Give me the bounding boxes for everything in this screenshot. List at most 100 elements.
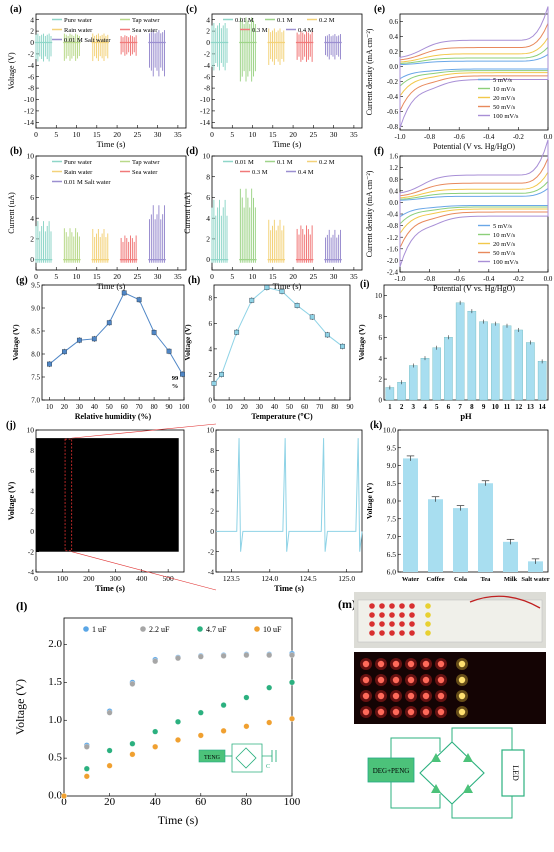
i-bar (514, 329, 523, 401)
m-breadboard (357, 599, 543, 643)
b-y-tick-label: 10 (27, 152, 35, 161)
m-led-unlit (425, 621, 431, 627)
l-legend-label: 1 uF (92, 625, 107, 634)
b-legend-label: Pure water (64, 159, 93, 166)
g-data-marker (91, 336, 97, 342)
i-y-tick-label: 0 (379, 397, 383, 405)
g-x-tick-label: 50 (106, 403, 114, 411)
l-panel-tag: (l) (16, 599, 27, 613)
l-x-tick-label: 0 (61, 796, 67, 808)
e-y-tick-label: -0.2 (387, 78, 399, 86)
j-inset-y-tick-label: 2 (210, 507, 214, 516)
a-y-tick-label: -8 (28, 84, 34, 93)
g-x-tick-label: 100 (179, 403, 190, 411)
l-legend-label: 4.7 uF (206, 625, 227, 634)
d-series-1 (239, 188, 257, 263)
h-x-tick-label: 40 (271, 403, 279, 411)
m-wire (390, 737, 441, 758)
g-x-axis-label: Relative humidity (%) (75, 412, 152, 421)
d-x-tick-label: 35 (350, 272, 358, 281)
i-y-tick-label: 8 (379, 313, 383, 321)
m-led-unlit (389, 612, 395, 618)
e-x-tick-label: 0.0 (544, 133, 553, 141)
l-point-3 (289, 715, 295, 722)
b-series-2 (91, 228, 109, 263)
c-y-tick-label: -6 (204, 72, 210, 81)
h-y-tick-label: 4 (209, 345, 213, 353)
b-x-tick-label: 25 (134, 272, 142, 281)
d-legend-label: 0.4 M (298, 169, 314, 176)
f-y-tick-label: -0.4 (387, 211, 399, 219)
g-data-marker (151, 329, 157, 335)
h-x-axis-label: Temperature (℃) (251, 412, 313, 421)
g-data-marker (62, 349, 67, 355)
i-bar (444, 337, 453, 401)
e-y-tick-label: 0.0 (389, 63, 398, 71)
f-y-tick-label: -1.2 (387, 234, 399, 242)
j-zoom-connector (71, 423, 217, 439)
f-y-tick-label: -2.4 (387, 269, 399, 277)
f-x-tick-label: 0.0 (544, 275, 553, 283)
m-source-label: DEG+PENG (373, 767, 410, 775)
b-legend-label: 0.01 M Salt water (64, 179, 111, 186)
m-led-lit (392, 692, 400, 700)
c-y-tick-label: -4 (204, 61, 210, 70)
l-point-3 (220, 727, 227, 734)
a-y-tick-label: -14 (24, 118, 34, 127)
g-panel-tag: (g) (16, 275, 28, 286)
m-bridge-rectifier (419, 741, 485, 805)
c-series-0 (210, 22, 229, 71)
m-led-lit (437, 708, 445, 716)
m-wire (451, 796, 513, 819)
e-y-tick-label: -0.8 (387, 123, 399, 131)
g-annotation-99: 99 (172, 375, 179, 382)
i-x-tick-label: 9 (482, 403, 486, 411)
a-legend-label: Tap watwr (132, 17, 160, 24)
e-legend-label: 20 mV/s (493, 95, 516, 102)
l-point-3 (175, 736, 181, 743)
k-y-tick-label: 7.0 (387, 532, 397, 541)
k-y-tick-label: 8.5 (387, 479, 397, 488)
m-led-lit (458, 692, 466, 700)
m-led-load (501, 749, 525, 797)
j-inset-frame (215, 429, 363, 573)
i-bar (502, 325, 512, 401)
k-x-tick-label: Cola (454, 576, 468, 583)
i-bar (537, 361, 547, 401)
l-point-2 (175, 718, 181, 725)
j-x-tick-label: 300 (110, 574, 122, 583)
f-legend-label: 100 mV/s (493, 259, 519, 266)
f-legend-label: 10 mV/s (493, 232, 516, 239)
i-x-tick-label: 2 (400, 403, 404, 411)
b-x-tick-label: 10 (73, 272, 81, 281)
g-x-tick-label: 20 (61, 403, 69, 411)
k-y-tick-label: 9.5 (387, 443, 397, 452)
f-cv-loop-2 (399, 170, 549, 235)
m-led-unlit (409, 630, 415, 636)
l-point-1 (175, 655, 181, 662)
i-x-tick-label: 6 (447, 403, 451, 411)
m-led-unlit (379, 621, 385, 627)
g-x-tick-label: 70 (136, 403, 144, 411)
m-led-lit (407, 660, 415, 668)
k-bar (528, 561, 543, 572)
f-y-tick-label: -0.8 (387, 222, 399, 230)
m-wire (451, 727, 513, 750)
i-bar (397, 382, 406, 401)
f-y-tick-label: 1.6 (389, 153, 398, 161)
c-y-tick-label: 2 (206, 27, 210, 36)
m-led-unlit (369, 612, 375, 618)
i-bar (479, 321, 488, 401)
d-y-tick-label: 6 (206, 193, 210, 202)
j-y-tick-label: 4 (30, 486, 34, 495)
m-led-unlit (399, 621, 405, 627)
f-x-tick-label: -0.6 (454, 275, 466, 283)
m-led-unlit (389, 621, 395, 627)
i-bar (491, 323, 500, 401)
l-y-tick-label: 0.5 (48, 752, 62, 764)
l-legend-marker (83, 626, 89, 632)
i-x-tick-label: 5 (435, 403, 439, 411)
l-point-2 (197, 709, 204, 716)
l-x-tick-label: 60 (195, 796, 207, 808)
l-legend-marker (197, 626, 203, 632)
